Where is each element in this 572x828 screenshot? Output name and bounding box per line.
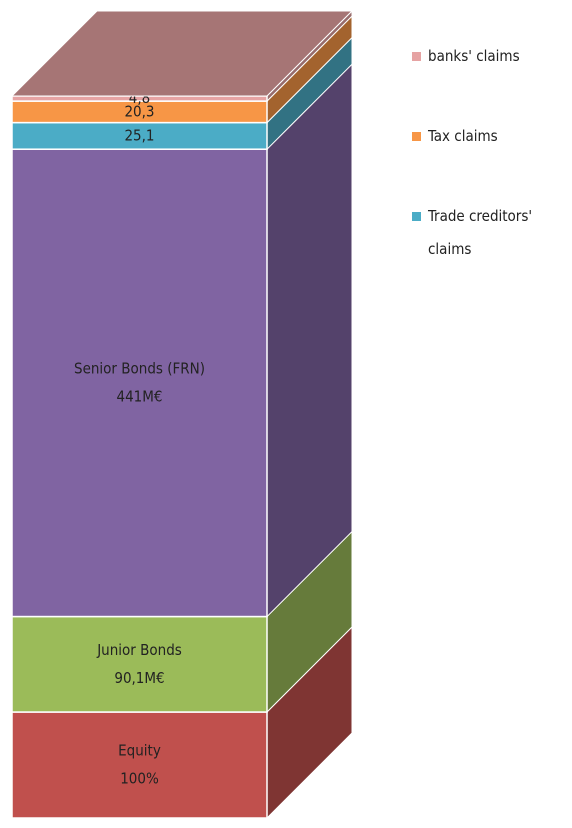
chart: Equity 100% Junior Bonds 90,1M€ Senior Bonds… [10,9,354,820]
bar-segment [11,711,268,819]
legend-item: banks' claims [412,40,567,73]
bar-side [266,62,353,618]
data-label: 20,3 [124,102,154,120]
segment-name: Junior Bonds [96,641,182,659]
legend-label: Tax claims [428,127,498,145]
legend-swatch [412,52,421,61]
legend-item: Tax claims [412,120,567,153]
legend-swatch [412,132,421,141]
legend-swatch [412,212,421,221]
bar-segment [11,615,268,713]
legend-label: Trade creditors' claims [428,207,533,258]
segment-name: Equity [118,742,161,760]
bar-segment [11,148,268,618]
data-label: 441M€ [117,387,163,405]
legend: banks' claims Tax claims Trade creditors' … [412,40,567,313]
legend-label: banks' claims [428,47,520,65]
data-label: 90,1M€ [114,669,164,687]
bar-top [10,10,354,97]
legend-item: Trade creditors' claims [412,200,567,266]
segment-name: Senior Bonds (FRN) [74,359,205,377]
data-label: 25,1 [124,126,154,144]
data-label: 100% [120,770,159,788]
